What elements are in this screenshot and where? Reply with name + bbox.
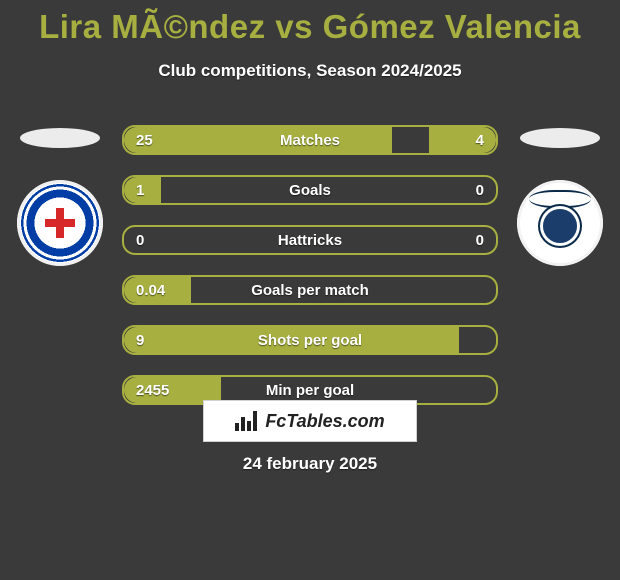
stat-row: 0.04Goals per match — [122, 275, 498, 305]
stat-label: Goals per match — [124, 277, 496, 303]
player-right-silhouette — [520, 128, 600, 148]
stat-row: 10Goals — [122, 175, 498, 205]
stat-row: 9Shots per goal — [122, 325, 498, 355]
club-badge-left — [17, 180, 103, 266]
subtitle: Club competitions, Season 2024/2025 — [0, 61, 620, 81]
stat-label: Hattricks — [124, 227, 496, 253]
stat-label: Matches — [124, 127, 496, 153]
stat-bars: 254Matches 10Goals 00Hattricks 0.04Goals pe… — [122, 125, 498, 425]
club-badge-right — [517, 180, 603, 266]
snapshot-date: 24 february 2025 — [0, 454, 620, 474]
fctables-label: FcTables.com — [265, 411, 384, 432]
stat-label: Shots per goal — [124, 327, 496, 353]
page-title: Lira MÃ©ndez vs Gómez Valencia — [0, 8, 620, 46]
player-left-silhouette — [20, 128, 100, 148]
stat-label: Goals — [124, 177, 496, 203]
player-right-column — [520, 128, 600, 266]
fctables-badge: FcTables.com — [203, 400, 417, 442]
bar-chart-icon — [235, 411, 257, 431]
player-left-column — [20, 128, 100, 266]
stat-row: 00Hattricks — [122, 225, 498, 255]
stat-row: 254Matches — [122, 125, 498, 155]
comparison-infographic: Lira MÃ©ndez vs Gómez Valencia Club comp… — [0, 0, 620, 580]
